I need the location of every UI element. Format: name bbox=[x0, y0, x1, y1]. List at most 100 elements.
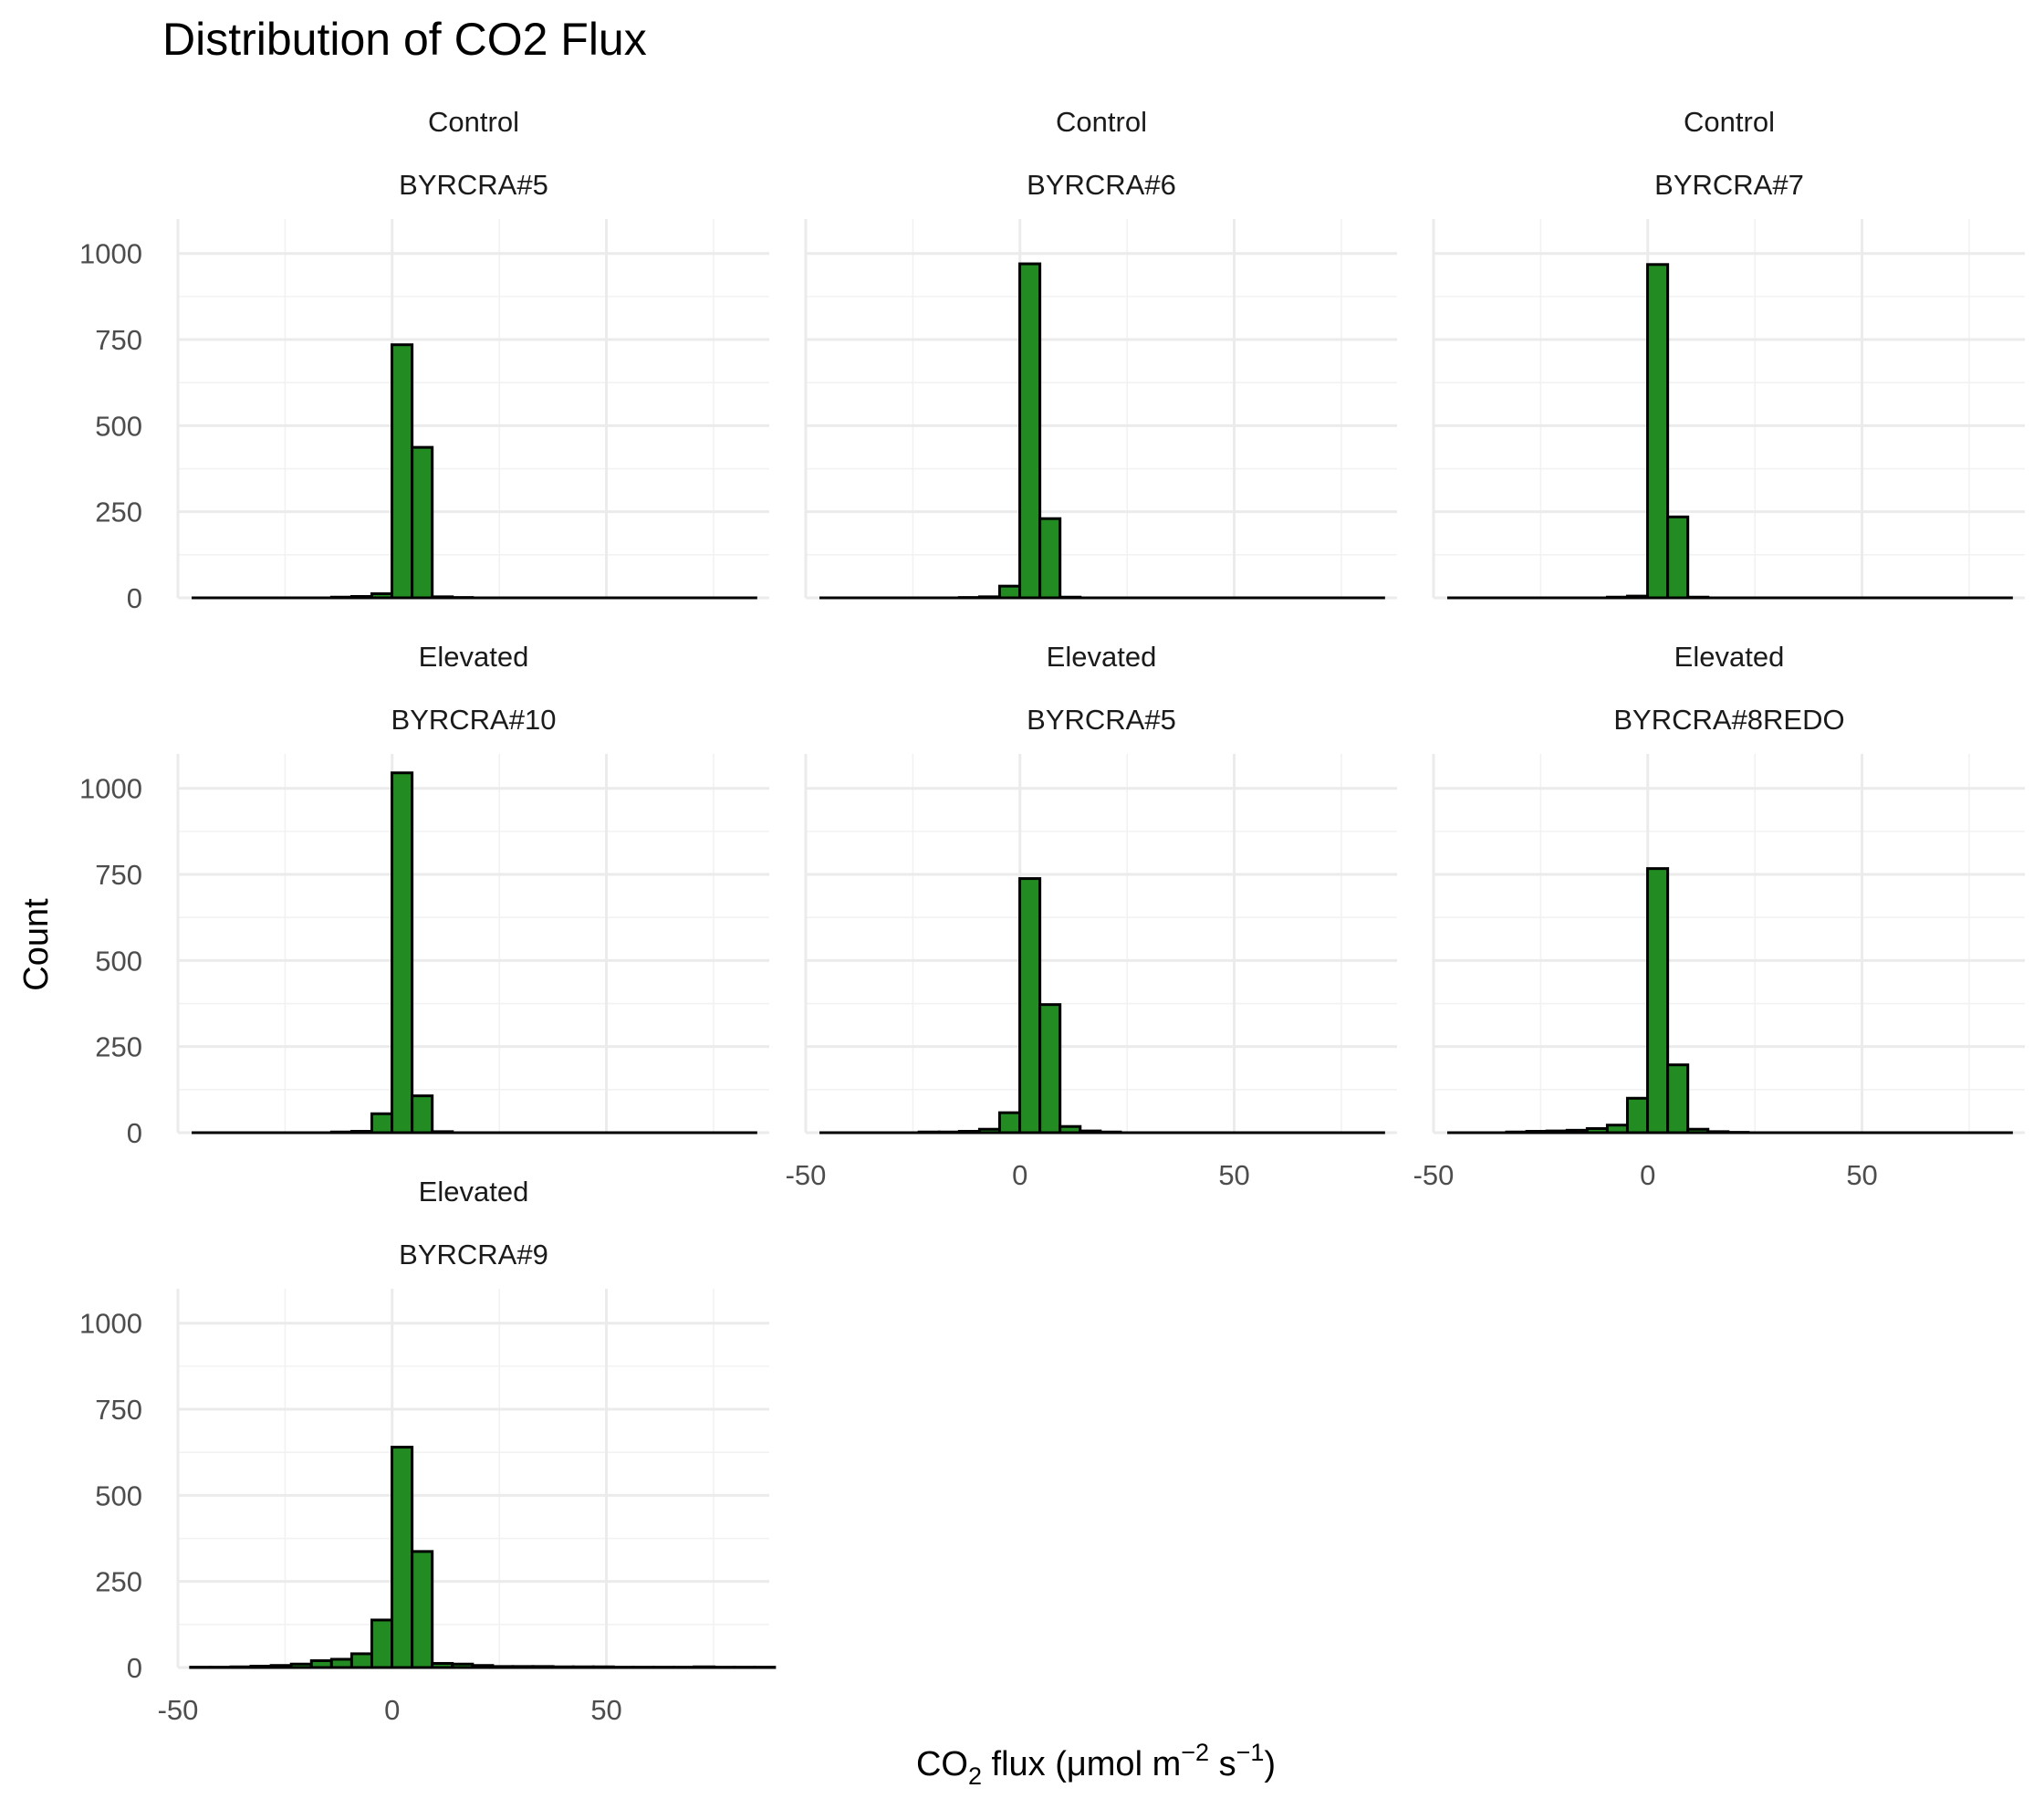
facet-group-label: Control bbox=[1056, 106, 1147, 138]
y-tick-label: 500 bbox=[95, 945, 142, 977]
histogram-bar bbox=[349, 594, 373, 600]
facet-group-label: Elevated bbox=[1674, 641, 1785, 673]
histogram-bar bbox=[431, 1130, 454, 1135]
facet-panel: Control BYRCRA#7 bbox=[1432, 106, 2025, 600]
histogram-bar bbox=[431, 595, 454, 600]
y-tick-label: 1000 bbox=[79, 238, 142, 270]
histogram-bar bbox=[1585, 1126, 1609, 1135]
histogram-bar bbox=[1505, 1130, 1528, 1135]
x-axis-title-mid: s bbox=[1209, 1745, 1236, 1783]
y-tick-label: 750 bbox=[95, 859, 142, 891]
facet-site-label: BYRCRA#10 bbox=[391, 704, 557, 736]
histogram-bar bbox=[571, 1665, 595, 1669]
facet-group-label: Elevated bbox=[419, 641, 529, 673]
histogram-bar bbox=[309, 1658, 333, 1669]
facet-group-label: Elevated bbox=[1047, 641, 1157, 673]
facet-panel: Control BYRCRA#5 0 250 500 750 1000 bbox=[79, 106, 769, 614]
histogram-bar bbox=[1646, 263, 1670, 600]
histogram-bar bbox=[229, 1665, 253, 1669]
histogram-bar bbox=[1058, 1124, 1082, 1135]
x-axis-title-end: ) bbox=[1264, 1745, 1276, 1783]
histogram-bar bbox=[917, 1130, 941, 1135]
y-tick-label: 250 bbox=[95, 497, 142, 528]
y-axis-title: Count bbox=[17, 898, 56, 991]
y-tick-label: 250 bbox=[95, 1566, 142, 1598]
histogram-bar bbox=[329, 1657, 353, 1669]
histogram-bar bbox=[977, 1127, 1001, 1135]
chart-title: Distribution of CO2 Flux bbox=[162, 14, 647, 65]
y-tick-label: 0 bbox=[127, 1117, 142, 1149]
histogram-bar bbox=[411, 445, 434, 600]
histogram-bar bbox=[1706, 1130, 1730, 1135]
facet-site-label: BYRCRA#9 bbox=[399, 1239, 548, 1270]
histogram-bar bbox=[370, 1112, 394, 1135]
y-tick-label: 1000 bbox=[79, 773, 142, 805]
histogram-bar bbox=[977, 595, 1001, 600]
facet-group-label: Elevated bbox=[419, 1176, 529, 1208]
histogram-bar bbox=[370, 591, 394, 600]
histogram-bar bbox=[1666, 1063, 1690, 1135]
histogram-bar bbox=[1625, 594, 1650, 600]
histogram-bar bbox=[1646, 867, 1670, 1135]
facet-group-label: Control bbox=[428, 106, 519, 138]
facet-group-label: Control bbox=[1684, 106, 1775, 138]
histogram-bar bbox=[1605, 1124, 1629, 1135]
histogram-bar bbox=[329, 595, 353, 600]
facet-site-label: BYRCRA#5 bbox=[1027, 704, 1176, 736]
x-tick-label: 50 bbox=[590, 1694, 621, 1726]
x-tick-label: 50 bbox=[1218, 1159, 1249, 1191]
facet-site-label: BYRCRA#5 bbox=[399, 169, 548, 201]
histogram-bar bbox=[1625, 1096, 1650, 1135]
histogram-bar bbox=[349, 1129, 373, 1135]
histogram-bar bbox=[1545, 1129, 1569, 1135]
x-axis-title: CO2 flux (μmol m−2 s−1) bbox=[916, 1739, 1276, 1790]
x-tick-label: 0 bbox=[384, 1694, 400, 1726]
y-tick-label: 750 bbox=[95, 1394, 142, 1426]
histogram-bar bbox=[957, 1129, 981, 1135]
histogram-bar bbox=[431, 1661, 454, 1669]
facet-panel: Elevated BYRCRA#5 -50 0 50 bbox=[786, 641, 1397, 1191]
x-tick-label: -50 bbox=[158, 1694, 199, 1726]
histogram-bar bbox=[1605, 595, 1629, 600]
x-tick-label: 50 bbox=[1846, 1159, 1877, 1191]
y-tick-label: 250 bbox=[95, 1031, 142, 1063]
histogram-bar bbox=[289, 1662, 313, 1669]
y-tick-label: 500 bbox=[95, 1480, 142, 1511]
histogram-bar bbox=[1018, 262, 1042, 600]
histogram-bar bbox=[269, 1664, 293, 1669]
histogram-bar bbox=[411, 1094, 434, 1135]
histogram-bar bbox=[370, 1618, 394, 1669]
histogram-bar bbox=[551, 1665, 575, 1669]
histogram-bar bbox=[1686, 1127, 1710, 1135]
facet-site-label: BYRCRA#7 bbox=[1654, 169, 1804, 201]
x-tick-label: -50 bbox=[786, 1159, 827, 1191]
x-tick-label: -50 bbox=[1413, 1159, 1455, 1191]
histogram-bar bbox=[1525, 1129, 1549, 1135]
x-tick-label: 0 bbox=[1640, 1159, 1655, 1191]
histogram-bar bbox=[1565, 1128, 1589, 1135]
histogram-bar bbox=[1686, 595, 1710, 600]
y-tick-label: 0 bbox=[127, 582, 142, 614]
y-tick-label: 500 bbox=[95, 410, 142, 442]
histogram-bar bbox=[491, 1665, 515, 1669]
y-tick-label: 0 bbox=[127, 1652, 142, 1684]
histogram-bar bbox=[997, 1111, 1022, 1135]
x-tick-label: 0 bbox=[1012, 1159, 1027, 1191]
histogram-bar bbox=[531, 1665, 555, 1669]
histogram-bar bbox=[937, 1130, 961, 1135]
x-axis-title-subscript: 2 bbox=[968, 1762, 982, 1790]
histogram-bar bbox=[1038, 517, 1062, 600]
histogram-bar bbox=[1666, 515, 1690, 600]
histogram-bar bbox=[391, 771, 414, 1135]
histogram-bar bbox=[349, 1652, 373, 1669]
histogram-bar bbox=[1099, 1130, 1122, 1135]
histogram-bar bbox=[249, 1664, 273, 1669]
y-tick-label: 1000 bbox=[79, 1308, 142, 1340]
y-tick-label: 750 bbox=[95, 324, 142, 356]
histogram-bar bbox=[693, 1665, 716, 1669]
facet-panels: ControlBYRCRA#502505007501000ControlBYRC… bbox=[79, 106, 2025, 1726]
facet-site-label: BYRCRA#6 bbox=[1027, 169, 1176, 201]
histogram-bar bbox=[471, 1664, 495, 1669]
histogram-bar bbox=[591, 1665, 615, 1669]
